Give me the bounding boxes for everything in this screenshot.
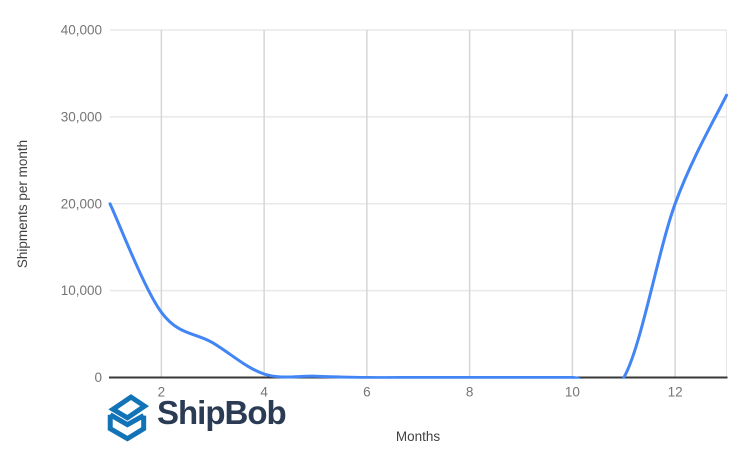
cube-top-face [108,394,150,421]
x-tick-label: 2 [158,385,166,400]
x-tick-label: 10 [565,385,580,400]
gridlines [110,29,727,378]
cube-inner-v [108,412,145,428]
x-tick-label: 6 [363,385,371,400]
x-axis-title: Months [396,429,441,444]
cube-body [107,414,147,442]
x-tick-label: 4 [260,385,268,400]
y-tick-label: 30,000 [61,109,102,124]
shipbob-wordmark: ShipBob [157,394,287,431]
y-axis-title: Shipments per month [15,140,30,268]
y-tick-label: 20,000 [61,196,102,211]
shipbob-logo: ShipBob [103,391,287,442]
x-tick-label: 12 [668,385,683,400]
shipbob-cube-icon [107,394,150,442]
x-tick-label: 8 [466,385,474,400]
tick-labels: 0 10,000 20,000 30,000 40,000 2 4 6 8 10 12 [61,23,683,400]
y-tick-label: 10,000 [61,283,102,298]
shipments-curve [108,93,728,379]
y-tick-label: 0 [94,370,102,385]
y-tick-label: 40,000 [61,23,102,38]
